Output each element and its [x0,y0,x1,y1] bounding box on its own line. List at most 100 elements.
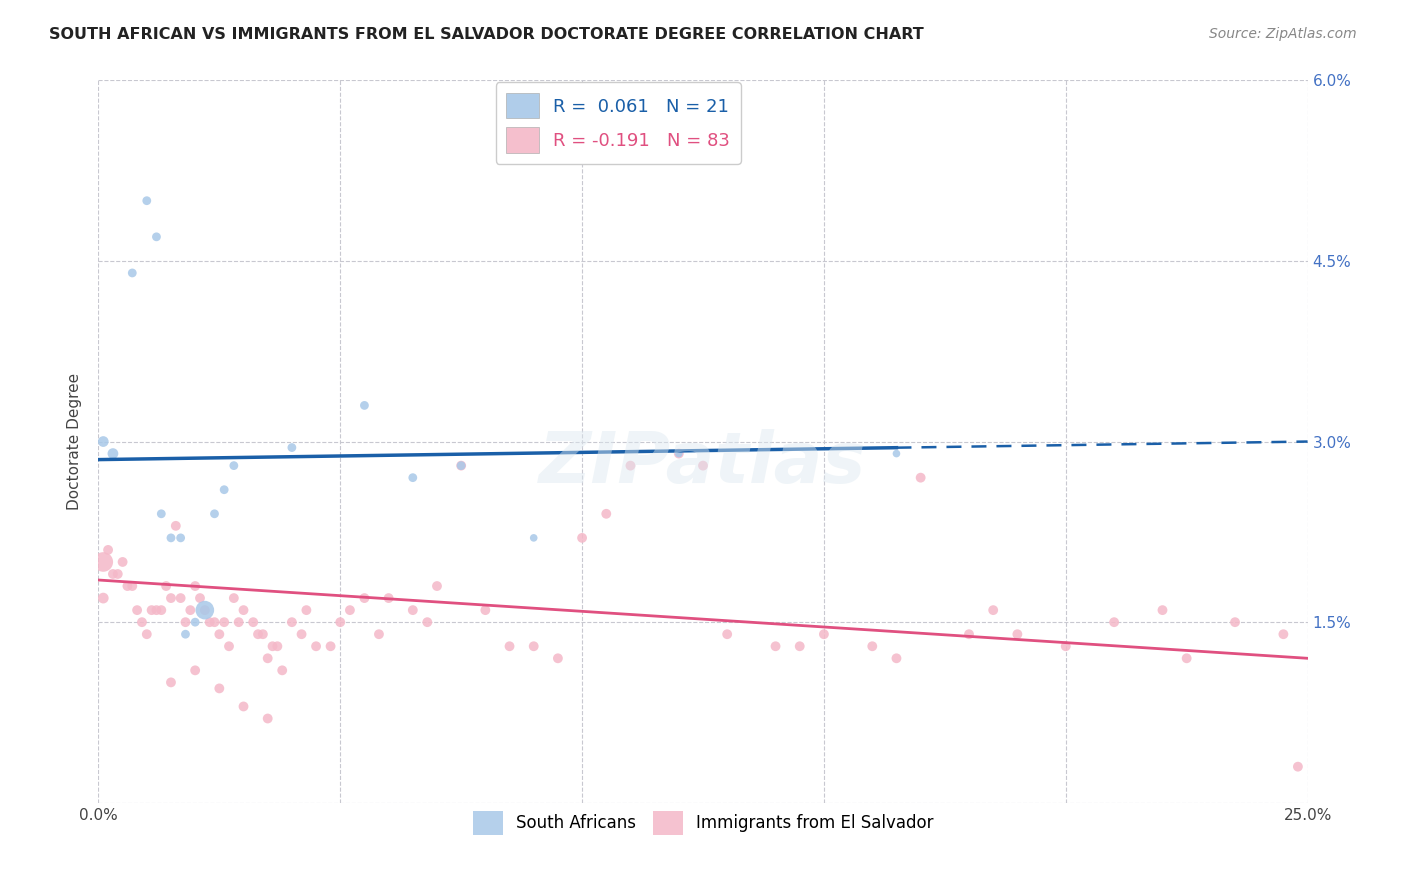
Point [135,194,157,208]
Point [194,603,217,617]
Point [290,627,312,641]
Point [1286,760,1309,774]
Point [145,603,167,617]
Point [218,639,240,653]
Point [91,555,114,569]
Point [101,446,124,460]
Point [789,639,811,653]
Point [160,675,183,690]
Point [198,615,221,630]
Point [450,458,472,473]
Point [339,603,361,617]
Point [813,627,835,641]
Point [498,639,520,653]
Point [101,567,124,582]
Point [222,458,245,473]
Point [242,615,264,630]
Point [416,615,439,630]
Point [150,507,173,521]
Point [184,664,207,678]
Point [402,603,425,617]
Point [262,639,284,653]
Point [1054,639,1077,653]
Point [765,639,787,653]
Point [212,615,235,630]
Point [160,591,183,605]
Point [329,615,352,630]
Point [160,531,183,545]
Point [981,603,1004,617]
Point [127,603,149,617]
Point [131,615,153,630]
Point [281,615,304,630]
Point [232,699,254,714]
Point [281,441,304,455]
Point [402,470,425,484]
Point [208,681,231,696]
Point [353,398,375,412]
Point [252,627,274,641]
Point [256,712,278,726]
Point [174,627,197,641]
Point [957,627,980,641]
Point [368,627,391,641]
Point [222,591,245,605]
Point [353,591,375,605]
Point [547,651,569,665]
Point [266,639,288,653]
Point [319,639,342,653]
Point [716,627,738,641]
Point [1102,615,1125,630]
Point [184,615,207,630]
Point [111,555,134,569]
Point [668,446,690,460]
Point [523,639,546,653]
Point [107,567,129,582]
Point [1223,615,1246,630]
Point [450,458,472,473]
Point [91,591,114,605]
Point [145,230,167,244]
Point [256,651,278,665]
Point [571,531,593,545]
Point [1007,627,1029,641]
Point [188,591,211,605]
Point [692,458,714,473]
Point [1272,627,1295,641]
Point [169,591,191,605]
Y-axis label: Doctorate Degree: Doctorate Degree [67,373,83,510]
Point [141,603,163,617]
Point [174,615,197,630]
Point [91,434,114,449]
Point [165,518,187,533]
Point [619,458,641,473]
Point [121,579,143,593]
Point [150,603,173,617]
Point [377,591,399,605]
Point [886,651,908,665]
Point [860,639,883,653]
Point [204,507,226,521]
Point [121,266,143,280]
Point [232,603,254,617]
Point [1152,603,1174,617]
Point [595,507,617,521]
Point [523,531,546,545]
Point [179,603,201,617]
Point [271,664,294,678]
Point [212,483,235,497]
Point [295,603,318,617]
Legend: South Africans, Immigrants from El Salvador: South Africans, Immigrants from El Salva… [465,805,941,841]
Point [247,627,270,641]
Point [117,579,139,593]
Point [1175,651,1198,665]
Text: Source: ZipAtlas.com: Source: ZipAtlas.com [1209,27,1357,41]
Point [194,603,217,617]
Point [184,579,207,593]
Point [169,531,191,545]
Point [135,627,157,641]
Point [886,446,908,460]
Point [305,639,328,653]
Point [204,615,226,630]
Point [208,627,231,641]
